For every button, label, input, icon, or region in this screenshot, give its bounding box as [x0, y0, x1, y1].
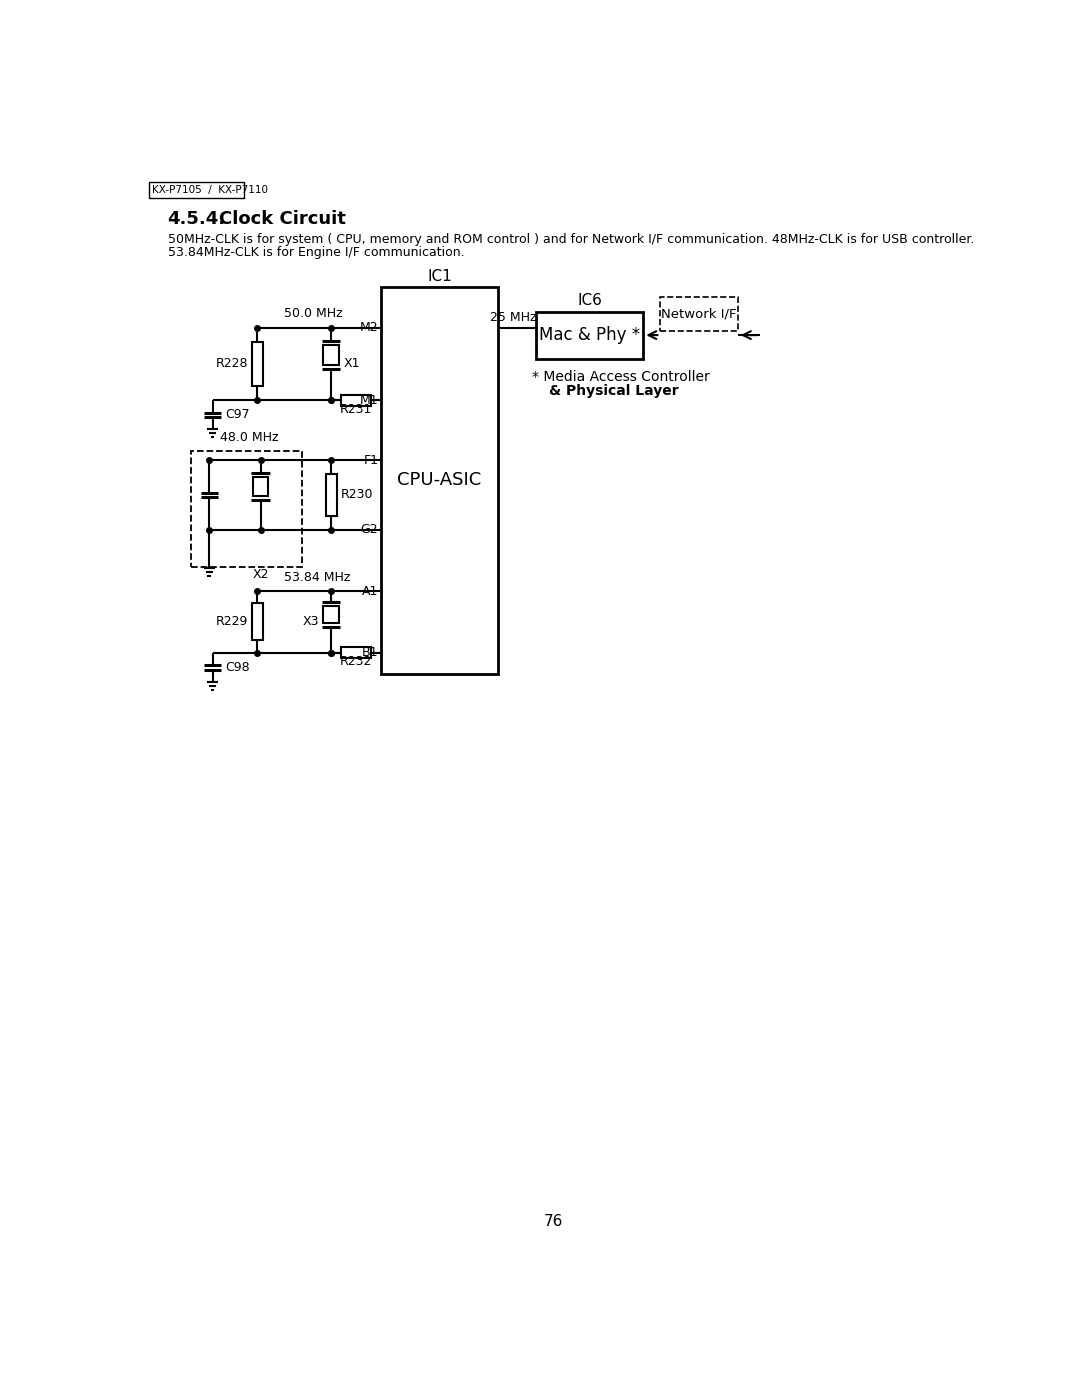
Bar — [252, 604, 262, 640]
Text: 53.84MHz-CLK is for Engine I/F communication.: 53.84MHz-CLK is for Engine I/F communica… — [167, 246, 464, 258]
Bar — [323, 345, 339, 365]
Text: B1: B1 — [362, 647, 378, 659]
Text: X1: X1 — [343, 358, 360, 370]
Text: A1: A1 — [362, 584, 378, 598]
Bar — [661, 298, 738, 331]
Text: KX-P7105  /  KX-P7110: KX-P7105 / KX-P7110 — [152, 184, 268, 196]
Text: X2: X2 — [253, 567, 269, 581]
Bar — [326, 474, 337, 515]
Bar — [252, 342, 262, 386]
Bar — [381, 286, 498, 673]
Text: 48.0 MHz: 48.0 MHz — [220, 430, 279, 444]
Text: F1: F1 — [363, 454, 378, 467]
Text: 50MHz-CLK is for system ( CPU, memory and ROM control ) and for Network I/F comm: 50MHz-CLK is for system ( CPU, memory an… — [167, 233, 974, 246]
Text: R230: R230 — [340, 489, 373, 502]
Text: M1: M1 — [360, 394, 378, 407]
Text: C98: C98 — [226, 661, 251, 673]
Bar — [323, 606, 339, 623]
Text: R231: R231 — [340, 402, 373, 416]
Text: X3: X3 — [302, 616, 319, 629]
Text: CPU-ASIC: CPU-ASIC — [397, 471, 482, 489]
Bar — [149, 182, 243, 198]
Bar — [191, 451, 301, 567]
Text: R228: R228 — [216, 358, 248, 370]
Text: IC6: IC6 — [577, 293, 602, 309]
Text: Mac & Phy *: Mac & Phy * — [539, 326, 640, 344]
Text: 76: 76 — [544, 1214, 563, 1228]
Text: C97: C97 — [226, 408, 251, 422]
Bar — [341, 647, 372, 658]
Text: 25 MHz: 25 MHz — [489, 310, 536, 324]
Text: 53.84 MHz: 53.84 MHz — [284, 571, 350, 584]
Text: & Physical Layer: & Physical Layer — [549, 384, 678, 398]
Text: M2: M2 — [360, 321, 378, 334]
Bar — [253, 476, 268, 496]
Text: R229: R229 — [216, 616, 248, 629]
Text: 50.0 MHz: 50.0 MHz — [284, 307, 342, 320]
Text: IC1: IC1 — [428, 268, 451, 284]
Bar — [536, 312, 644, 359]
Text: 4.5.4.: 4.5.4. — [167, 210, 226, 228]
Text: Clock Circuit: Clock Circuit — [218, 210, 346, 228]
Text: Network I/F: Network I/F — [661, 307, 737, 320]
Text: * Media Access Controller: * Media Access Controller — [531, 370, 710, 384]
Bar — [341, 395, 372, 405]
Text: R232: R232 — [340, 655, 373, 669]
Text: G2: G2 — [361, 522, 378, 536]
